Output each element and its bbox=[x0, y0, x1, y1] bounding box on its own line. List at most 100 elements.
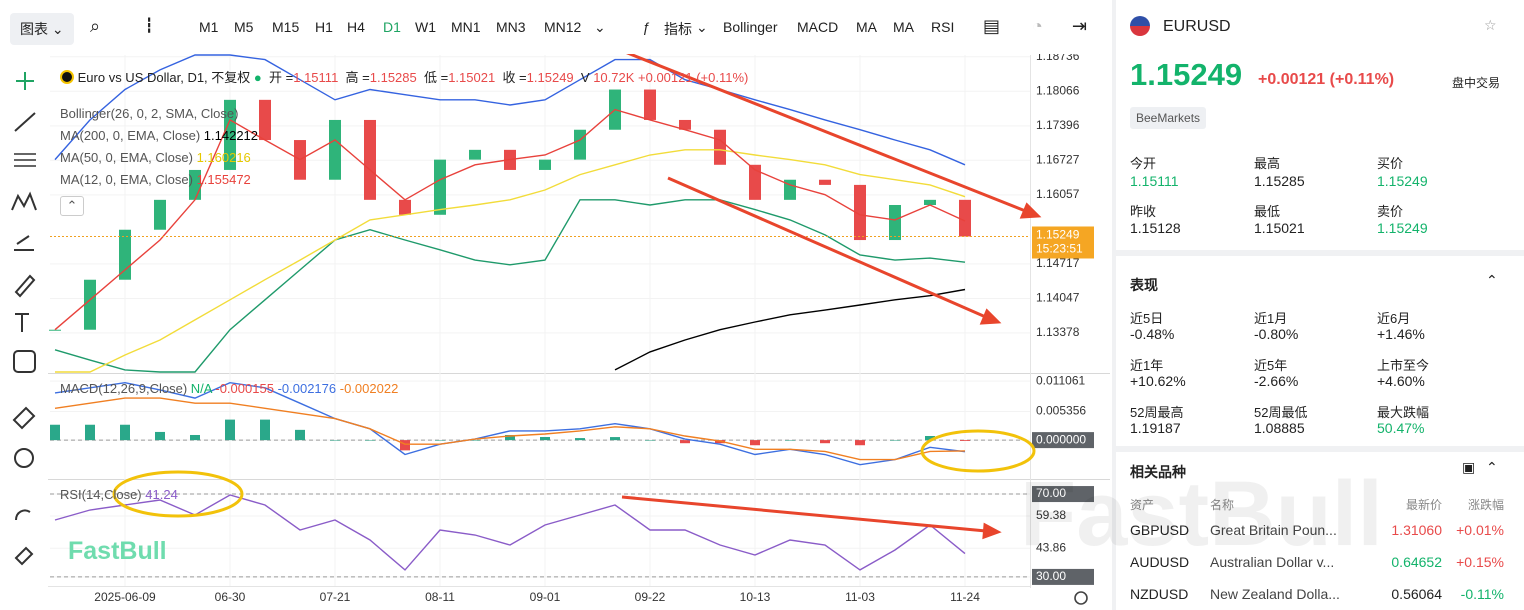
y-tick-label: 0.000000 bbox=[1036, 432, 1086, 446]
histogram-bar bbox=[50, 424, 60, 441]
zoom-tool[interactable] bbox=[14, 448, 34, 468]
alert-icon[interactable]: ◔ bbox=[1032, 16, 1043, 36]
rsi-value: 41.24 bbox=[145, 487, 178, 502]
ma-value: 1.160216 bbox=[196, 150, 251, 165]
export-icon[interactable]: ⇥ bbox=[1072, 16, 1088, 36]
ruler-tool[interactable] bbox=[12, 406, 36, 430]
candle bbox=[644, 89, 656, 120]
last-price-box bbox=[1032, 226, 1094, 259]
interval[interactable]: H4 bbox=[347, 19, 365, 35]
lock-tool[interactable] bbox=[14, 546, 34, 566]
y-tick-label: 1.13378 bbox=[1036, 325, 1080, 339]
asset-change: -0.11% bbox=[1460, 586, 1504, 602]
change-value: +0.00121 (+0.11%) bbox=[638, 70, 749, 85]
asset-name: Australian Dollar v... bbox=[1210, 554, 1335, 570]
collapse-legend[interactable]: ⌃ bbox=[60, 196, 84, 216]
indicator[interactable]: MA bbox=[893, 19, 914, 35]
text-tool[interactable] bbox=[15, 313, 29, 332]
interval[interactable]: M1 bbox=[199, 19, 219, 35]
layout-icon[interactable]: ▤ bbox=[983, 16, 1001, 36]
asset-price: 0.64652 bbox=[1391, 554, 1442, 570]
trend-arrow bbox=[621, 495, 987, 533]
indicator[interactable]: MACD bbox=[797, 19, 839, 35]
asset-symbol[interactable]: AUDUSD bbox=[1130, 554, 1190, 570]
emoji-tool[interactable] bbox=[13, 350, 36, 373]
candle bbox=[854, 184, 866, 241]
indicator[interactable]: RSI bbox=[931, 19, 955, 35]
perf-label: 最大跌幅 bbox=[1377, 405, 1430, 420]
ohlc-label: 低 = bbox=[423, 70, 449, 85]
symbol-title: Euro vs US Dollar, D1, 不复权 bbox=[77, 70, 251, 85]
chart-menu[interactable]: 图表 ⌄ bbox=[10, 13, 74, 45]
forecast-tool[interactable] bbox=[14, 235, 34, 251]
fib-tool[interactable] bbox=[14, 153, 36, 167]
candle bbox=[959, 199, 971, 237]
asset-price: 1.31060 bbox=[1391, 522, 1442, 538]
crosshair-tool[interactable] bbox=[16, 72, 34, 90]
macd-title: MACD(12,26,9,Close) bbox=[60, 381, 188, 396]
x-tick-label: 11-24 bbox=[950, 590, 980, 604]
magnet-tool[interactable] bbox=[15, 509, 31, 521]
asset-symbol[interactable]: NZDUSD bbox=[1130, 586, 1189, 602]
section-divider bbox=[1116, 250, 1524, 256]
perf-label: 近5年 bbox=[1254, 358, 1288, 373]
search-icon[interactable]: ⌕ bbox=[90, 16, 101, 36]
arrow-head bbox=[979, 308, 1002, 325]
arrow-head bbox=[1019, 202, 1042, 219]
y-tick-label: 70.00 bbox=[1036, 486, 1066, 500]
perf-label: 上市至今 bbox=[1377, 358, 1430, 373]
change-abs: +0.00121 bbox=[1258, 71, 1326, 88]
more-intervals[interactable]: ⌄ bbox=[594, 19, 606, 35]
chart-menu-label[interactable]: 图表 bbox=[20, 21, 48, 37]
interval[interactable]: MN3 bbox=[496, 19, 526, 35]
collapse-icon[interactable]: ⌃ bbox=[1486, 272, 1498, 288]
candle bbox=[679, 119, 691, 130]
trading-status: 盘中交易 bbox=[1452, 76, 1501, 90]
indicator[interactable]: Bollinger bbox=[723, 19, 778, 35]
histogram-bar bbox=[260, 419, 270, 441]
quote-label: 卖价 bbox=[1377, 204, 1404, 219]
table-header: 资产 bbox=[1130, 498, 1155, 512]
change-pct: (+0.11%) bbox=[1329, 71, 1395, 88]
macd-value: -0.002176 bbox=[277, 381, 337, 396]
pattern-tool[interactable] bbox=[11, 191, 37, 211]
interval[interactable]: M5 bbox=[234, 19, 254, 35]
macd-hist-value: -0.000155 bbox=[215, 381, 274, 396]
interval[interactable]: MN12 bbox=[544, 19, 582, 35]
candle bbox=[784, 179, 796, 200]
asset-symbol[interactable]: GBPUSD bbox=[1130, 522, 1190, 538]
interval[interactable]: W1 bbox=[415, 19, 436, 35]
x-tick-label: 10-13 bbox=[740, 590, 771, 604]
collapse-icon[interactable]: ⌃ bbox=[1486, 459, 1498, 475]
x-tick-label: 08-11 bbox=[425, 590, 455, 604]
favorite-icon[interactable]: ☆ bbox=[1484, 17, 1497, 33]
candle bbox=[49, 329, 61, 331]
quote-value: 1.15249 bbox=[1377, 220, 1428, 236]
highlight-ellipse bbox=[920, 429, 1036, 473]
interval[interactable]: D1 bbox=[383, 19, 401, 35]
ma-legend: MA(50, 0, EMA, Close) 1.160216 bbox=[60, 150, 251, 165]
histogram-bar bbox=[505, 434, 515, 441]
interval[interactable]: MN1 bbox=[451, 19, 481, 35]
indicator-menu[interactable]: 指标 bbox=[664, 21, 692, 37]
interval[interactable]: M15 bbox=[272, 19, 300, 35]
y-tick-label: 59.38 bbox=[1036, 508, 1066, 522]
candle bbox=[399, 199, 411, 215]
settings-icon[interactable] bbox=[1074, 591, 1088, 605]
annotations bbox=[619, 48, 1042, 540]
indicator-icon[interactable]: ƒ bbox=[642, 19, 650, 35]
x-tick-label: 11-03 bbox=[845, 590, 875, 604]
background bbox=[0, 0, 1110, 610]
y-tick-label: 43.86 bbox=[1036, 540, 1066, 554]
interval[interactable]: H1 bbox=[315, 19, 333, 35]
brush-tool[interactable] bbox=[14, 274, 36, 298]
line-tool[interactable] bbox=[14, 112, 36, 132]
list-icon[interactable]: ▣ bbox=[1462, 459, 1476, 475]
histogram-bar bbox=[540, 437, 550, 441]
candle bbox=[469, 149, 481, 160]
candle-type-icon[interactable]: ┇ bbox=[145, 17, 154, 33]
indicator-menu-caret[interactable]: ⌄ bbox=[696, 19, 708, 35]
indicator[interactable]: MA bbox=[856, 19, 877, 35]
histogram-bar bbox=[85, 424, 95, 441]
